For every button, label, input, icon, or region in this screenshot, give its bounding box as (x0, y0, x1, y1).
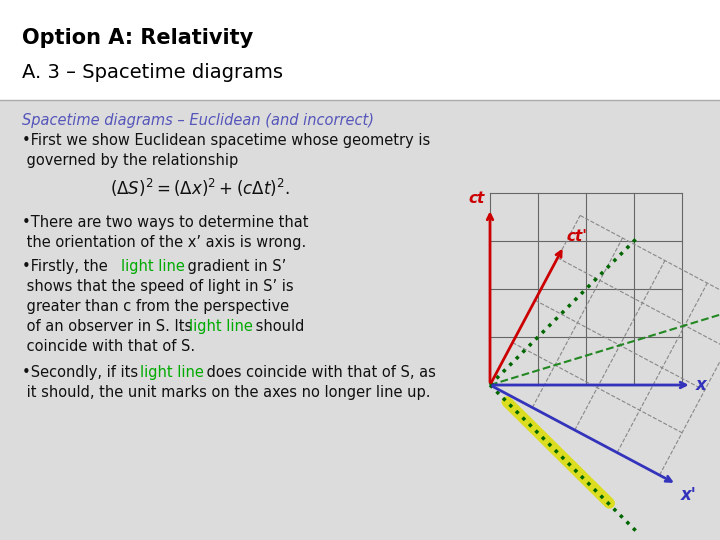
Text: •Secondly, if its: •Secondly, if its (22, 365, 143, 380)
Text: coincide with that of S.: coincide with that of S. (22, 339, 195, 354)
Text: •First we show Euclidean spacetime whose geometry is: •First we show Euclidean spacetime whose… (22, 133, 431, 148)
Text: does coincide with that of S, as: does coincide with that of S, as (202, 365, 436, 380)
Text: shows that the speed of light in S’ is: shows that the speed of light in S’ is (22, 279, 294, 294)
Text: should: should (251, 319, 305, 334)
Text: light line: light line (121, 259, 185, 274)
Text: x: x (696, 376, 706, 394)
Text: light line: light line (140, 365, 204, 380)
Text: it should, the unit marks on the axes no longer line up.: it should, the unit marks on the axes no… (22, 385, 431, 400)
Text: Option A: Relativity: Option A: Relativity (22, 28, 253, 48)
Text: A. 3 – Spacetime diagrams: A. 3 – Spacetime diagrams (22, 63, 283, 82)
Text: greater than c from the perspective: greater than c from the perspective (22, 299, 289, 314)
Text: x': x' (680, 486, 696, 504)
Text: governed by the relationship: governed by the relationship (22, 153, 238, 168)
Text: light line: light line (189, 319, 253, 334)
Text: of an observer in S. Its: of an observer in S. Its (22, 319, 197, 334)
Text: gradient in S’: gradient in S’ (183, 259, 287, 274)
Text: ct: ct (469, 191, 485, 206)
Text: $(\Delta S)^2 = (\Delta x)^2 + (c\Delta t)^2.$: $(\Delta S)^2 = (\Delta x)^2 + (c\Delta … (110, 177, 290, 199)
Text: •There are two ways to determine that: •There are two ways to determine that (22, 215, 308, 230)
Bar (0, 0, 720, 100)
Text: Spacetime diagrams – Euclidean (and incorrect): Spacetime diagrams – Euclidean (and inco… (22, 113, 374, 128)
Text: the orientation of the x’ axis is wrong.: the orientation of the x’ axis is wrong. (22, 235, 306, 250)
Text: ct': ct' (567, 229, 588, 244)
Text: •Firstly, the: •Firstly, the (22, 259, 112, 274)
Bar (0, 100, 720, 540)
